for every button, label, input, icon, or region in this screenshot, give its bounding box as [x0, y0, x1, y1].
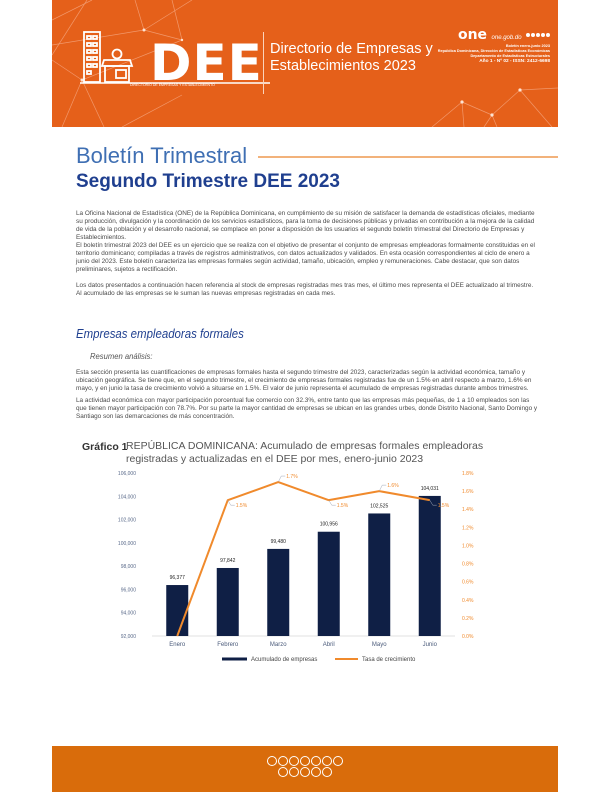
social-circle-icon[interactable]	[300, 756, 310, 766]
x-axis-label: Febrero	[217, 642, 239, 648]
section-paragraph-1: Esta sección presenta las cuantificacion…	[76, 369, 532, 392]
title-rule	[258, 156, 558, 158]
line-value-label: 1.6%	[387, 483, 399, 489]
y-axis-tick: 94,000	[121, 611, 137, 617]
y2-axis-tick: 1.6%	[462, 489, 474, 495]
bar-value-label: 96,377	[170, 575, 186, 581]
one-brand-block: one one.gob.do Boletín enero-junio 2023 …	[438, 26, 550, 64]
one-logo: one	[457, 27, 488, 43]
x-axis-label: Marzo	[270, 642, 287, 648]
social-circle-icon[interactable]	[289, 767, 299, 777]
bar	[216, 567, 239, 636]
network-pattern-decoration	[52, 0, 558, 127]
meta-issn: Año 1 - Nº 02 - ISSN: 2412-6698	[479, 59, 550, 64]
section-subtitle: Resumen análisis:	[90, 351, 153, 361]
y2-axis-tick: 1.2%	[462, 525, 474, 531]
bar	[267, 548, 290, 636]
figure-label: Gráfico 1	[82, 441, 128, 453]
social-circle-icon[interactable]	[278, 767, 288, 777]
meta-institution: República Dominicana, Dirección de Estad…	[437, 49, 550, 53]
social-icons	[52, 756, 558, 778]
bar-value-label: 100,956	[320, 522, 338, 528]
section-paragraph-2: La actividad económica con mayor partici…	[76, 397, 538, 420]
y-axis-tick: 96,000	[121, 587, 137, 593]
y2-axis-tick: 0.6%	[462, 580, 474, 586]
social-circle-icon[interactable]	[278, 756, 288, 766]
dee-logo-text: DEE	[150, 34, 263, 92]
social-circle-icon[interactable]	[267, 756, 277, 766]
figure-title: REPÚBLICA DOMINICANA: Acumulado de empre…	[126, 440, 484, 465]
growth-rate-line	[176, 481, 430, 637]
y2-axis-tick: 0.4%	[462, 598, 474, 604]
meta-department: Departamento de Estadísticas Estructural…	[470, 54, 550, 58]
social-circle-icon[interactable]	[289, 756, 299, 766]
line-value-label: 1.5%	[236, 503, 248, 509]
intro-paragraph-2: El boletín trimestral 2023 del DEE es un…	[76, 242, 535, 273]
y-axis-tick: 106,000	[118, 471, 136, 477]
header-banner: DEE DIRECTORIO DE EMPRESAS Y ESTABLECIMI…	[52, 0, 558, 127]
bar-value-label: 102,525	[370, 503, 388, 509]
social-circle-icon[interactable]	[322, 767, 332, 777]
bar	[317, 531, 340, 636]
y-axis-tick: 100,000	[118, 541, 136, 547]
section-title: Empresas empleadoras formales	[76, 326, 244, 341]
y2-axis-tick: 1.4%	[462, 507, 474, 513]
bar-value-label: 104,031	[421, 486, 439, 492]
intro-paragraph-1: La Oficina Nacional de Estadística (ONE)…	[76, 210, 535, 241]
directory-title: Directorio de Empresas y Establecimiento…	[270, 41, 433, 75]
dee-logo-subtitle: DIRECTORIO DE EMPRESAS Y ESTABLECIMIENTO	[130, 83, 215, 87]
y-axis-tick: 98,000	[121, 564, 137, 570]
footer-banner	[52, 746, 558, 792]
x-axis-label: Junio	[423, 642, 438, 648]
y2-axis-tick: 0.0%	[462, 634, 474, 640]
social-circle-icon[interactable]	[300, 767, 310, 777]
building-store-icon	[80, 31, 270, 84]
social-circle-icon[interactable]	[322, 756, 332, 766]
social-circle-icon[interactable]	[311, 756, 321, 766]
intro-paragraph-3: Los datos presentados a continuación hac…	[76, 282, 534, 297]
meta-period: Boletín enero-junio 2023	[505, 44, 550, 48]
y2-axis-tick: 1.0%	[462, 543, 474, 549]
x-axis-label: Enero	[169, 642, 186, 648]
x-axis-label: Abril	[323, 642, 335, 648]
line-value-label: 1.5%	[438, 503, 450, 509]
bar	[418, 495, 441, 636]
y-axis-tick: 92,000	[121, 634, 137, 640]
y2-axis-tick: 1.8%	[462, 471, 474, 477]
bulletin-subtitle: Segundo Trimestre DEE 2023	[76, 171, 340, 192]
y-axis-tick: 102,000	[118, 518, 136, 524]
social-media-icons[interactable]	[526, 32, 550, 37]
bulletin-title: Boletín Trimestral	[76, 143, 248, 168]
line-value-label: 1.7%	[286, 474, 298, 480]
directory-title-line1: Directorio de Empresas y	[270, 41, 433, 57]
social-circle-icon[interactable]	[311, 767, 321, 777]
x-axis-label: Mayo	[372, 642, 387, 648]
y2-axis-tick: 0.2%	[462, 616, 474, 622]
legend-line: Tasa de crecimiento	[362, 657, 416, 663]
bar-value-label: 97,842	[220, 558, 236, 564]
directory-title-line2: Establecimientos 2023	[270, 58, 416, 74]
social-circle-icon[interactable]	[333, 756, 343, 766]
one-url-link[interactable]: one.gob.do	[491, 35, 522, 41]
legend-bars: Acumulado de empresas	[251, 657, 317, 663]
y2-axis-tick: 0.8%	[462, 562, 474, 568]
header-divider	[263, 32, 264, 94]
y-axis-tick: 104,000	[118, 494, 136, 500]
bulletin-meta: Boletín enero-junio 2023 República Domin…	[438, 44, 550, 64]
bar	[368, 513, 391, 636]
line-value-label: 1.5%	[337, 503, 349, 509]
bar	[166, 585, 189, 636]
bar-value-label: 99,480	[271, 539, 287, 545]
